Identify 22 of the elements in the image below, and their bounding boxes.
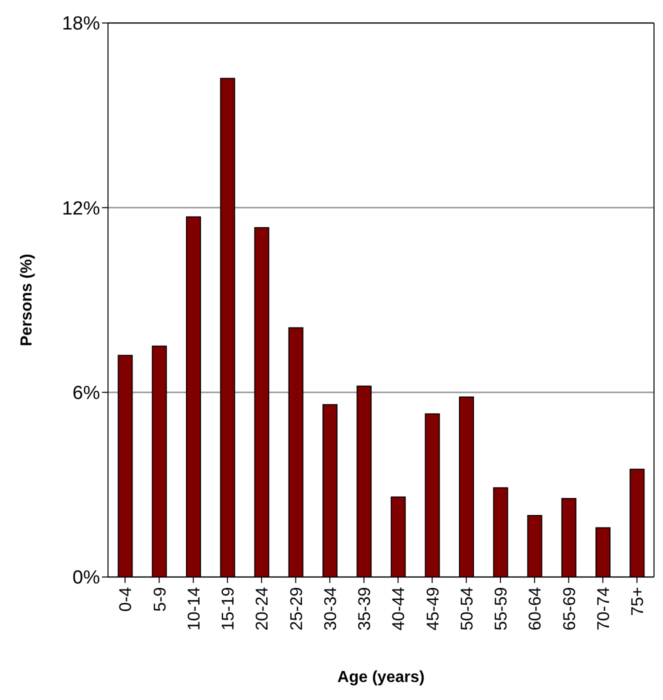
x-tick-label: 70-74	[594, 587, 613, 630]
y-axis-title: Persons (%)	[18, 254, 36, 346]
x-tick-label: 55-59	[492, 587, 511, 630]
x-tick-label: 25-29	[286, 587, 306, 630]
x-tick-label: 5-9	[150, 587, 170, 612]
x-tick-label: 0-4	[116, 587, 136, 612]
x-tick-label: 35-39	[355, 587, 374, 630]
x-tick-label: 65-69	[560, 587, 579, 630]
x-tick-label: 45-49	[423, 587, 442, 630]
x-tick-label: 10-14	[184, 587, 204, 630]
x-tick-label: 40-44	[389, 587, 408, 630]
y-tick-label: 18%	[62, 14, 100, 35]
y-tick-label: 0%	[72, 568, 100, 589]
x-tick-label: 75+	[628, 586, 648, 616]
y-tick-label: 6%	[72, 383, 100, 404]
x-tick-label: 15-19	[218, 587, 238, 630]
x-tick-label: 30-34	[320, 587, 340, 630]
x-tick-label: 60-64	[526, 587, 545, 630]
x-axis-title: Age (years)	[337, 669, 425, 686]
y-tick-label: 12%	[62, 198, 100, 220]
x-tick-label: 20-24	[252, 587, 272, 630]
x-tick-label: 50-54	[457, 587, 476, 630]
